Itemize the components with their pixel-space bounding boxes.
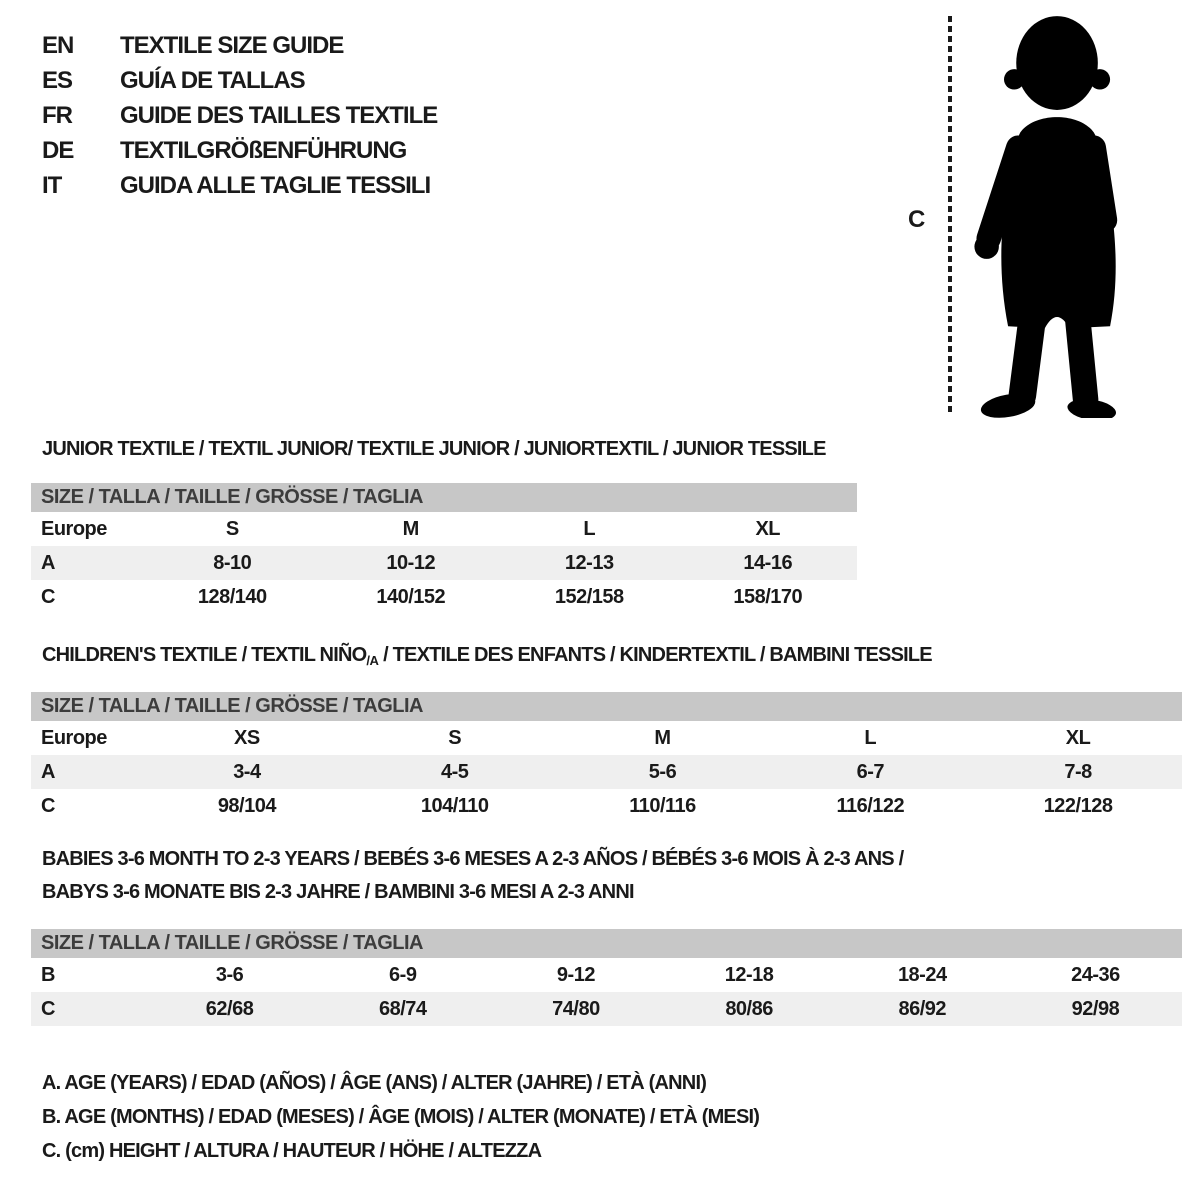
language-row-fr: FR GUIDE DES TAILLES TEXTILE bbox=[42, 98, 438, 133]
table-cell: 4-5 bbox=[440, 760, 469, 783]
footnote-a: A. AGE (YEARS) / EDAD (AÑOS) / ÂGE (ANS)… bbox=[42, 1072, 707, 1094]
table-cell: 6-7 bbox=[856, 760, 885, 783]
table-row: A 3-4 4-5 5-6 6-7 7-8 bbox=[31, 755, 1182, 789]
babies-section-title-line2: BABYS 3-6 MONATE BIS 2-3 JAHRE / BAMBINI… bbox=[42, 881, 635, 903]
table-cell: 3-6 bbox=[215, 963, 244, 986]
table-cell: 62/68 bbox=[205, 997, 254, 1020]
table-cell: 86/92 bbox=[898, 997, 947, 1020]
table-cell: 5-6 bbox=[648, 760, 677, 783]
language-title: TEXTILE SIZE GUIDE bbox=[120, 32, 344, 59]
table-cell: L bbox=[583, 517, 596, 540]
table-cell: S bbox=[225, 517, 239, 540]
language-title-list: EN TEXTILE SIZE GUIDE ES GUÍA DE TALLAS … bbox=[42, 28, 438, 203]
babies-section-title-line1: BABIES 3-6 MONTH TO 2-3 YEARS / BEBÉS 3-… bbox=[42, 848, 904, 870]
height-measure-label: C bbox=[908, 206, 926, 233]
footnote-legend: A. AGE (YEARS) / EDAD (AÑOS) / ÂGE (ANS)… bbox=[42, 1066, 760, 1168]
language-title: GUÍA DE TALLAS bbox=[120, 67, 306, 94]
table-cell: M bbox=[402, 517, 420, 540]
table-cell: 140/152 bbox=[376, 585, 446, 608]
language-title: GUIDA ALLE TAGLIE TESSILI bbox=[120, 172, 431, 199]
row-label: Europe bbox=[41, 517, 107, 540]
table-cell: XL bbox=[1065, 726, 1091, 749]
language-code: DE bbox=[42, 137, 74, 164]
table-cell: 9-12 bbox=[556, 963, 596, 986]
table-cell: 158/170 bbox=[733, 585, 803, 608]
language-code: FR bbox=[42, 102, 73, 129]
size-header-label: SIZE / TALLA / TAILLE / GRÖSSE / TAGLIA bbox=[41, 486, 423, 508]
language-row-es: ES GUÍA DE TALLAS bbox=[42, 63, 437, 98]
table-cell: 152/158 bbox=[554, 585, 624, 608]
footnote-b: B. AGE (MONTHS) / EDAD (MESES) / ÂGE (MO… bbox=[42, 1106, 760, 1128]
table-cell: 12-13 bbox=[564, 551, 614, 574]
table-row: Europe XS S M L XL bbox=[31, 721, 1182, 755]
table-cell: 24-36 bbox=[1071, 963, 1120, 986]
table-row: C 128/140 140/152 152/158 158/170 bbox=[31, 580, 857, 614]
children-title-part2: / TEXTILE DES ENFANTS / KINDERTEXTIL / B… bbox=[378, 644, 933, 666]
table-cell: XS bbox=[234, 726, 260, 749]
table-row: Europe S M L XL bbox=[31, 512, 857, 546]
children-title-sub: /A bbox=[366, 653, 379, 668]
table-cell: 10-12 bbox=[386, 551, 436, 574]
table-cell: XL bbox=[755, 517, 781, 540]
language-row-de: DE TEXTILGRÖßENFÜHRUNG bbox=[42, 133, 437, 168]
language-code: ES bbox=[42, 67, 73, 94]
table-cell: 14-16 bbox=[743, 551, 793, 574]
row-label: C bbox=[41, 794, 55, 817]
table-cell: 116/122 bbox=[836, 794, 905, 817]
height-measure-figure: C bbox=[900, 0, 1200, 430]
row-label: B bbox=[41, 963, 55, 986]
junior-size-table: SIZE / TALLA / TAILLE / GRÖSSE / TAGLIA … bbox=[31, 483, 857, 614]
table-cell: 12-18 bbox=[724, 963, 774, 986]
language-title: GUIDE DES TAILLES TEXTILE bbox=[120, 102, 438, 129]
height-dashed-line bbox=[948, 16, 952, 416]
size-header-label: SIZE / TALLA / TAILLE / GRÖSSE / TAGLIA bbox=[41, 932, 423, 954]
row-label: Europe bbox=[41, 726, 107, 749]
size-header-bar: SIZE / TALLA / TAILLE / GRÖSSE / TAGLIA bbox=[31, 929, 1182, 958]
table-row: B 3-6 6-9 9-12 12-18 18-24 24-36 bbox=[31, 958, 1182, 992]
table-row: C 62/68 68/74 74/80 80/86 86/92 92/98 bbox=[31, 992, 1182, 1026]
language-code: EN bbox=[42, 32, 74, 59]
row-label: A bbox=[41, 551, 55, 574]
language-row-en: EN TEXTILE SIZE GUIDE bbox=[42, 28, 437, 63]
table-cell: 8-10 bbox=[213, 551, 252, 574]
children-section-title: CHILDREN'S TEXTILE / TEXTIL NIÑO/A / TEX… bbox=[42, 644, 933, 668]
baby-silhouette-icon bbox=[974, 16, 1118, 418]
language-row-it: IT GUIDA ALLE TAGLIE TESSILI bbox=[42, 168, 437, 203]
table-row: A 8-10 10-12 12-13 14-16 bbox=[31, 546, 857, 580]
table-cell: 68/74 bbox=[378, 997, 427, 1020]
table-row: C 98/104 104/110 110/116 116/122 122/128 bbox=[31, 789, 1182, 823]
table-cell: 74/80 bbox=[552, 997, 600, 1020]
language-title: TEXTILGRÖßENFÜHRUNG bbox=[120, 137, 407, 164]
table-cell: 104/110 bbox=[420, 794, 489, 817]
table-cell: 7-8 bbox=[1064, 760, 1092, 783]
children-title-part1: CHILDREN'S TEXTILE / TEXTIL NIÑO bbox=[42, 644, 367, 666]
size-header-label: SIZE / TALLA / TAILLE / GRÖSSE / TAGLIA bbox=[41, 695, 423, 717]
table-cell: 122/128 bbox=[1043, 794, 1113, 817]
size-header-bar: SIZE / TALLA / TAILLE / GRÖSSE / TAGLIA bbox=[31, 483, 857, 512]
table-cell: 80/86 bbox=[725, 997, 773, 1020]
language-code: IT bbox=[42, 172, 62, 199]
table-cell: L bbox=[864, 726, 877, 749]
row-label: A bbox=[41, 760, 55, 783]
children-size-table: SIZE / TALLA / TAILLE / GRÖSSE / TAGLIA … bbox=[31, 692, 1182, 823]
babies-size-table: SIZE / TALLA / TAILLE / GRÖSSE / TAGLIA … bbox=[31, 929, 1182, 1026]
table-cell: 6-9 bbox=[389, 963, 417, 986]
table-cell: 98/104 bbox=[217, 794, 277, 817]
size-header-bar: SIZE / TALLA / TAILLE / GRÖSSE / TAGLIA bbox=[31, 692, 1182, 721]
table-cell: 3-4 bbox=[233, 760, 261, 783]
table-cell: 110/116 bbox=[629, 794, 696, 817]
table-cell: M bbox=[654, 726, 671, 749]
table-cell: S bbox=[448, 726, 462, 749]
row-label: C bbox=[41, 997, 55, 1020]
footnote-c: C. (cm) HEIGHT / ALTURA / HAUTEUR / HÖHE… bbox=[42, 1140, 542, 1162]
table-cell: 92/98 bbox=[1071, 997, 1120, 1020]
row-label: C bbox=[41, 585, 55, 608]
table-cell: 18-24 bbox=[897, 963, 947, 986]
junior-section-title: JUNIOR TEXTILE / TEXTIL JUNIOR/ TEXTILE … bbox=[42, 438, 826, 460]
table-cell: 128/140 bbox=[197, 585, 267, 608]
